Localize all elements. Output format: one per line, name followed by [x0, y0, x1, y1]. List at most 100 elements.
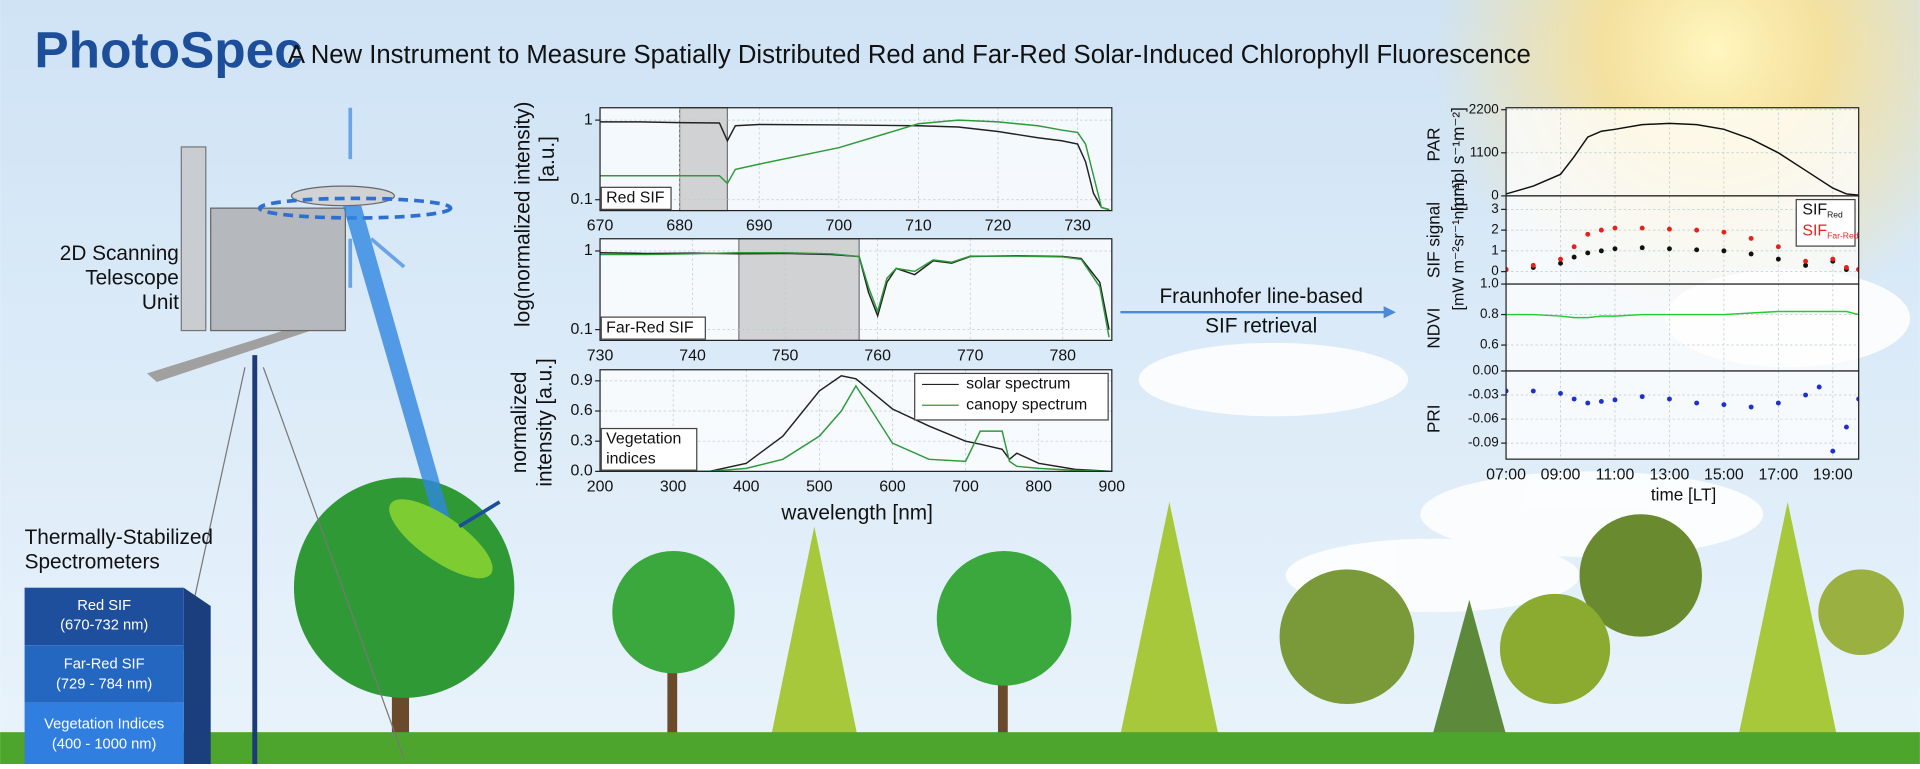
- series-group: [600, 251, 1110, 338]
- point: [1830, 256, 1836, 262]
- y-tick-label: 3: [1491, 201, 1498, 216]
- y-tick-label: 0.0: [571, 463, 593, 480]
- y-tick-label: 0.3: [571, 432, 593, 449]
- point: [1803, 258, 1809, 264]
- y-axis-label: [mW m⁻²sr⁻¹nm⁻¹]: [1451, 179, 1468, 310]
- y-axis-label: NDVI: [1424, 308, 1444, 349]
- legend-box: [914, 372, 1109, 421]
- y-tick-label: 0.6: [1480, 337, 1499, 352]
- x-tick-label: 200: [587, 478, 614, 495]
- point: [1585, 231, 1591, 237]
- x-tick-label: 780: [1049, 347, 1076, 364]
- legend-subscript: Red: [1827, 210, 1843, 220]
- y-tick-label: 0.6: [571, 402, 593, 419]
- point: [1558, 390, 1563, 396]
- legend-label: canopy spectrum: [966, 396, 1087, 413]
- point: [1612, 246, 1618, 252]
- x-tick-label: 740: [679, 347, 706, 364]
- y-axis-label: normalized: [508, 372, 531, 474]
- y-tick-label: 0.1: [571, 321, 593, 338]
- logo: PhotoSpec: [34, 20, 302, 78]
- series-group: [600, 375, 1112, 472]
- spectrometer-label: Spectrometers: [25, 551, 160, 574]
- point: [1721, 229, 1727, 235]
- panel-label: Vegetation: [606, 431, 681, 448]
- point: [1585, 250, 1591, 256]
- point: [1666, 396, 1672, 402]
- x-axis-label: wavelength [nm]: [780, 502, 932, 525]
- point: [1571, 244, 1577, 250]
- telescope-label: Telescope: [85, 267, 179, 290]
- plot-area: [1506, 107, 1859, 196]
- line-series: [1506, 122, 1859, 196]
- point: [1748, 404, 1754, 410]
- legend-name: solar spectrum: [966, 376, 1070, 393]
- x-tick-label: 07:00: [1486, 466, 1526, 483]
- line-series: [1506, 310, 1859, 319]
- y-tick-label: 0.00: [1473, 363, 1499, 378]
- point: [1721, 248, 1727, 254]
- retrieval-label: SIF retrieval: [1205, 314, 1317, 337]
- point: [1558, 260, 1563, 266]
- point: [1803, 262, 1809, 268]
- plot-area: [1506, 284, 1859, 371]
- point: [1598, 248, 1604, 254]
- x-tick-label: 13:00: [1650, 466, 1690, 483]
- x-tick-label: 730: [587, 347, 614, 364]
- x-tick-label: 300: [660, 478, 687, 495]
- y-axis-label: log(normalized intensity): [512, 102, 535, 327]
- spectrometer-name: Vegetation Indices: [44, 717, 164, 733]
- x-tick-label: 500: [806, 478, 833, 495]
- series-group: [1506, 122, 1859, 196]
- point: [1843, 265, 1849, 270]
- spectrometer-range: (400 - 1000 nm): [52, 736, 157, 752]
- y-tick-label: 2200: [1469, 101, 1499, 116]
- y-tick-label: 0: [1491, 187, 1498, 202]
- x-tick-label: 690: [746, 218, 773, 235]
- point: [1639, 245, 1645, 251]
- point: [1666, 226, 1672, 232]
- point: [1748, 235, 1754, 241]
- spectrometer-range: (729 - 784 nm): [56, 676, 152, 692]
- point: [1816, 384, 1822, 390]
- point: [1775, 256, 1781, 262]
- y-tick-label: 1: [1491, 242, 1498, 257]
- x-tick-label: 720: [985, 218, 1012, 235]
- point: [1721, 402, 1727, 408]
- point: [1775, 400, 1781, 406]
- point: [1530, 262, 1536, 268]
- x-tick-label: 800: [1025, 478, 1052, 495]
- x-tick-label: 670: [587, 218, 614, 235]
- telescope-label: Unit: [142, 291, 179, 314]
- plot-frame: [599, 238, 1113, 341]
- series-group: [1506, 225, 1859, 272]
- point: [1598, 227, 1604, 233]
- series-group: [600, 119, 1110, 211]
- plot-area: [1506, 370, 1859, 460]
- telescope-label: 2D Scanning: [60, 242, 179, 265]
- legend-box: [1795, 198, 1856, 247]
- x-tick-label: 700: [826, 218, 853, 235]
- x-tick-label: 15:00: [1704, 466, 1744, 483]
- y-axis-label: intensity [a.u.]: [534, 358, 557, 486]
- point: [1639, 225, 1645, 231]
- arrow-head: [1383, 306, 1396, 319]
- x-tick-label: 770: [957, 347, 984, 364]
- x-tick-label: 760: [864, 347, 891, 364]
- point: [1803, 392, 1809, 398]
- line-series: [600, 121, 1110, 211]
- spectrometer-label: Thermally-Stabilized: [25, 526, 213, 549]
- line-series: [600, 251, 1110, 338]
- y-tick-label: 2: [1491, 222, 1498, 237]
- x-tick-label: 17:00: [1758, 466, 1798, 483]
- y-tick-label: 0.1: [571, 191, 593, 208]
- point: [1666, 246, 1672, 252]
- panel-label: Far-Red SIF: [606, 319, 694, 336]
- panel-label-box: [600, 316, 706, 340]
- title: A New Instrument to Measure Spatially Di…: [288, 41, 1531, 69]
- line-series: [600, 384, 1112, 472]
- point: [1558, 256, 1563, 262]
- point: [1585, 400, 1591, 406]
- panel-label: Red SIF: [606, 190, 665, 207]
